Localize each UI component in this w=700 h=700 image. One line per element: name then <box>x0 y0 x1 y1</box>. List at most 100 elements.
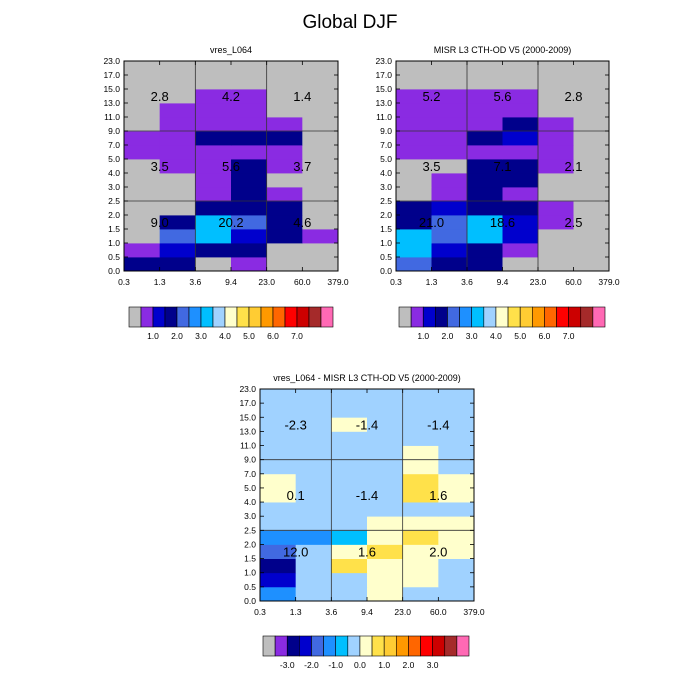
heatmap-cell <box>295 530 332 545</box>
y-tick-label: 15.0 <box>103 84 120 94</box>
heatmap-cell <box>367 516 404 531</box>
colorbar-tick-label: 4.0 <box>490 331 502 341</box>
colorbar-swatch <box>568 306 582 328</box>
y-tick-label: 3.0 <box>108 182 120 192</box>
heatmap-cell <box>195 159 232 174</box>
heatmap-cell <box>538 103 574 118</box>
y-tick-label: 23.0 <box>239 384 256 394</box>
heatmap-cell <box>573 229 610 244</box>
heatmap-cell <box>502 201 539 216</box>
heatmap-cell <box>124 159 161 174</box>
colorbar-swatch <box>447 306 460 328</box>
x-tick-label: 379.0 <box>327 277 349 287</box>
heatmap-cell <box>402 417 439 432</box>
colorbar-swatch <box>260 306 274 328</box>
heatmap-cell <box>260 586 297 602</box>
data-label: 2.5 <box>564 215 582 230</box>
heatmap-cell <box>538 215 574 230</box>
x-tick-label: 0.3 <box>118 277 130 287</box>
colorbar-swatch <box>444 635 458 657</box>
heatmap-cell <box>195 61 232 76</box>
colorbar-swatch <box>459 306 473 328</box>
heatmap-cell <box>260 389 297 404</box>
heatmap-cell <box>467 215 503 230</box>
colorbar-swatch <box>164 306 178 328</box>
heatmap-cell <box>538 89 574 104</box>
colorbar-swatch <box>383 635 397 657</box>
y-tick-label: 0.0 <box>108 266 120 276</box>
data-label: 1.6 <box>358 545 376 560</box>
heatmap-cell <box>502 229 539 244</box>
heatmap-cell <box>431 103 468 118</box>
chart-title: vres_L064 - MISR L3 CTH-OD V5 (2000-2009… <box>273 373 461 383</box>
heatmap-cell <box>438 389 475 404</box>
y-tick-label: 11.0 <box>104 112 120 122</box>
heatmap-cell <box>231 173 268 188</box>
heatmap-cell <box>431 131 468 146</box>
data-label: 0.1 <box>287 488 305 503</box>
heatmap-cell <box>266 117 303 132</box>
heatmap-cell <box>502 173 539 188</box>
heatmap-cell <box>502 117 539 132</box>
y-tick-label: 7.0 <box>108 140 120 150</box>
heatmap-cell <box>438 516 475 531</box>
heatmap-cell <box>573 131 610 146</box>
heatmap-cell <box>396 243 432 258</box>
heatmap-cell <box>367 445 404 461</box>
heatmap-cell <box>260 403 297 418</box>
heatmap-cell <box>231 159 268 174</box>
heatmap-cell <box>195 131 232 146</box>
heatmap-cell <box>502 187 539 202</box>
data-label: 9.0 <box>151 215 169 230</box>
x-tick-label: 60.0 <box>565 277 582 287</box>
colorbar-swatch <box>592 306 606 328</box>
heatmap-cell <box>538 159 574 174</box>
heatmap-cell <box>502 257 539 272</box>
heatmap-cell <box>396 145 432 160</box>
heatmap-cell <box>502 243 539 258</box>
heatmap-cell <box>573 173 610 188</box>
heatmap-cell <box>431 145 468 160</box>
heatmap-cell <box>231 257 268 272</box>
heatmap-cell <box>331 417 368 432</box>
heatmap-cell <box>124 243 161 258</box>
data-label: 20.2 <box>218 215 243 230</box>
colorbar-swatch <box>212 306 226 328</box>
heatmap-cell <box>431 89 468 104</box>
x-tick-label: 60.0 <box>430 607 447 617</box>
chart-title: vres_L064 <box>210 45 252 55</box>
heatmap-cell <box>467 201 503 216</box>
x-tick-label: 9.4 <box>497 277 509 287</box>
heatmap-cell <box>195 145 232 160</box>
heatmap-cell <box>538 145 574 160</box>
colorbar-swatch <box>335 635 349 657</box>
heatmap-cell <box>396 103 432 118</box>
heatmap-cell <box>396 89 432 104</box>
heatmap-cell <box>302 117 339 132</box>
y-tick-label: 3.0 <box>380 182 392 192</box>
heatmap-cell <box>431 215 468 230</box>
heatmap-cell <box>295 389 332 404</box>
heatmap-cell <box>124 145 161 160</box>
heatmap-cell <box>402 558 439 574</box>
heatmap-cell <box>260 558 297 574</box>
heatmap-cell <box>159 187 196 202</box>
heatmap-cell <box>502 131 539 146</box>
heatmap-cell <box>502 61 539 76</box>
heatmap-cell <box>331 558 368 574</box>
data-label: -2.3 <box>284 417 306 432</box>
colorbar-tick-label: 0.0 <box>354 660 366 670</box>
heatmap-cell <box>124 61 161 76</box>
heatmap-cell <box>159 173 196 188</box>
heatmap-cell <box>302 201 339 216</box>
heatmap-cell <box>467 89 503 104</box>
colorbar-swatch <box>359 635 373 657</box>
heatmap-cell <box>467 131 503 146</box>
heatmap-cell <box>431 159 468 174</box>
data-label: -1.4 <box>356 488 378 503</box>
colorbar-swatch <box>296 306 310 328</box>
colorbar-swatch <box>188 306 202 328</box>
heatmap-cell <box>295 544 332 559</box>
heatmap-cell <box>396 229 432 244</box>
colorbar-tick-label: 1.0 <box>147 331 159 341</box>
